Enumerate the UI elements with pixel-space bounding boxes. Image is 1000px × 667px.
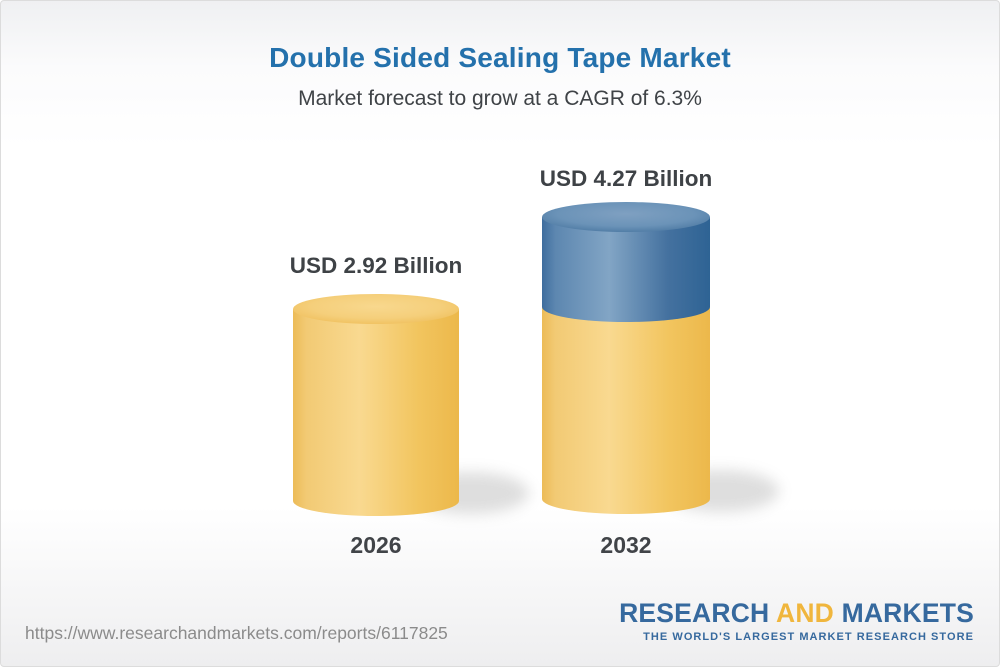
logo-wordmark: RESEARCH AND MARKETS	[619, 598, 974, 628]
category-label-2032: 2032	[600, 532, 652, 558]
page-title: Double Sided Sealing Tape Market	[269, 42, 731, 73]
value-label-2032: USD 4.27 Billion	[539, 166, 713, 191]
logo-word-research: RESEARCH	[619, 598, 770, 628]
page-subtitle: Market forecast to grow at a CAGR of 6.3…	[298, 87, 702, 110]
category-label-2026: 2026	[350, 532, 402, 558]
bar-2032	[542, 202, 710, 514]
research-and-markets-logo[interactable]: RESEARCH AND MARKETS THE WORLD'S LARGEST…	[619, 598, 974, 644]
report-url[interactable]: https://www.researchandmarkets.com/repor…	[25, 623, 448, 643]
value-label-2026: USD 2.92 Billion	[289, 253, 463, 278]
logo-word-and: AND	[769, 598, 842, 628]
bar-2026	[293, 294, 459, 516]
logo-word-markets: MARKETS	[841, 598, 974, 628]
logo-tagline: THE WORLD'S LARGEST MARKET RESEARCH STOR…	[643, 631, 974, 644]
